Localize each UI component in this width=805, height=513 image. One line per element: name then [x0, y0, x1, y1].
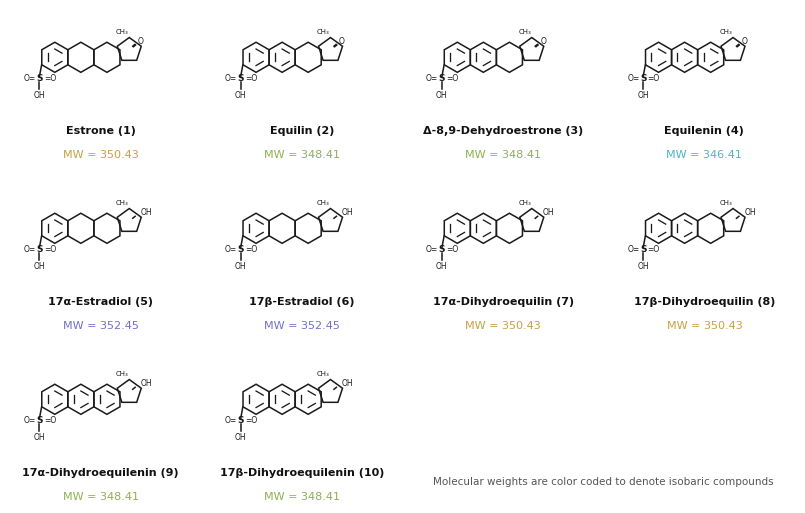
Text: CH₃: CH₃ [317, 201, 330, 206]
Text: CH₃: CH₃ [720, 29, 733, 35]
Text: MW = 350.43: MW = 350.43 [667, 321, 742, 331]
Text: S: S [36, 245, 43, 254]
Text: =O: =O [43, 245, 56, 254]
Text: S: S [36, 74, 43, 83]
Text: S: S [439, 245, 445, 254]
Text: =O: =O [446, 245, 459, 254]
Text: S: S [237, 416, 244, 425]
Text: OH: OH [34, 91, 45, 100]
Text: MW = 352.45: MW = 352.45 [63, 321, 138, 331]
Text: CH₃: CH₃ [116, 371, 129, 378]
Text: MW = 352.45: MW = 352.45 [264, 321, 340, 331]
Text: OH: OH [638, 91, 649, 100]
Text: =O: =O [43, 416, 56, 425]
Text: Estrone (1): Estrone (1) [66, 127, 135, 136]
Text: 17β-Dihydroequilenin (10): 17β-Dihydroequilenin (10) [220, 468, 384, 479]
Text: OH: OH [34, 262, 45, 271]
Text: CH₃: CH₃ [116, 29, 129, 35]
Text: OH: OH [34, 433, 45, 442]
Text: CH₃: CH₃ [317, 371, 330, 378]
Text: OH: OH [436, 91, 448, 100]
Text: 17β-Estradiol (6): 17β-Estradiol (6) [249, 298, 355, 307]
Text: MW = 348.41: MW = 348.41 [264, 150, 340, 160]
Text: OH: OH [235, 262, 246, 271]
Text: O=: O= [23, 245, 36, 254]
Text: MW = 348.41: MW = 348.41 [264, 492, 340, 502]
Text: MW = 350.43: MW = 350.43 [465, 321, 541, 331]
Text: 17α-Dihydroequilenin (9): 17α-Dihydroequilenin (9) [23, 468, 179, 479]
Text: O=: O= [426, 74, 439, 83]
Text: Molecular weights are color coded to denote isobaric compounds: Molecular weights are color coded to den… [433, 477, 774, 487]
Text: S: S [36, 416, 43, 425]
Text: =O: =O [245, 74, 258, 83]
Text: OH: OH [235, 91, 246, 100]
Text: O=: O= [23, 416, 36, 425]
Text: OH: OH [436, 262, 448, 271]
Text: MW = 348.41: MW = 348.41 [465, 150, 541, 160]
Text: S: S [439, 74, 445, 83]
Text: OH: OH [235, 433, 246, 442]
Text: 17α-Estradiol (5): 17α-Estradiol (5) [48, 298, 153, 307]
Text: O=: O= [225, 416, 237, 425]
Text: Δ-8,9-Dehydroestrone (3): Δ-8,9-Dehydroestrone (3) [423, 127, 584, 136]
Text: OH: OH [141, 208, 152, 217]
Text: O=: O= [225, 74, 237, 83]
Text: MW = 348.41: MW = 348.41 [63, 492, 138, 502]
Text: S: S [640, 74, 646, 83]
Text: OH: OH [141, 379, 152, 388]
Text: S: S [640, 245, 646, 254]
Text: 17β-Dihydroequilin (8): 17β-Dihydroequilin (8) [634, 298, 775, 307]
Text: OH: OH [543, 208, 555, 217]
Text: O: O [540, 37, 546, 46]
Text: =O: =O [43, 74, 56, 83]
Text: CH₃: CH₃ [518, 29, 531, 35]
Text: =O: =O [245, 245, 258, 254]
Text: MW = 350.43: MW = 350.43 [63, 150, 138, 160]
Text: Equilin (2): Equilin (2) [270, 127, 334, 136]
Text: O=: O= [426, 245, 439, 254]
Text: CH₃: CH₃ [317, 29, 330, 35]
Text: O=: O= [627, 74, 640, 83]
Text: OH: OH [342, 379, 353, 388]
Text: CH₃: CH₃ [116, 201, 129, 206]
Text: O: O [741, 37, 747, 46]
Text: =O: =O [647, 245, 660, 254]
Text: CH₃: CH₃ [518, 201, 531, 206]
Text: S: S [237, 245, 244, 254]
Text: MW = 346.41: MW = 346.41 [667, 150, 742, 160]
Text: 17α-Dihydroequilin (7): 17α-Dihydroequilin (7) [432, 298, 574, 307]
Text: OH: OH [638, 262, 649, 271]
Text: O: O [138, 37, 143, 46]
Text: O=: O= [225, 245, 237, 254]
Text: O=: O= [627, 245, 640, 254]
Text: =O: =O [245, 416, 258, 425]
Text: =O: =O [647, 74, 660, 83]
Text: O=: O= [23, 74, 36, 83]
Text: =O: =O [446, 74, 459, 83]
Text: Equilenin (4): Equilenin (4) [664, 127, 745, 136]
Text: S: S [237, 74, 244, 83]
Text: CH₃: CH₃ [720, 201, 733, 206]
Text: OH: OH [342, 208, 353, 217]
Text: O: O [339, 37, 345, 46]
Text: OH: OH [745, 208, 756, 217]
